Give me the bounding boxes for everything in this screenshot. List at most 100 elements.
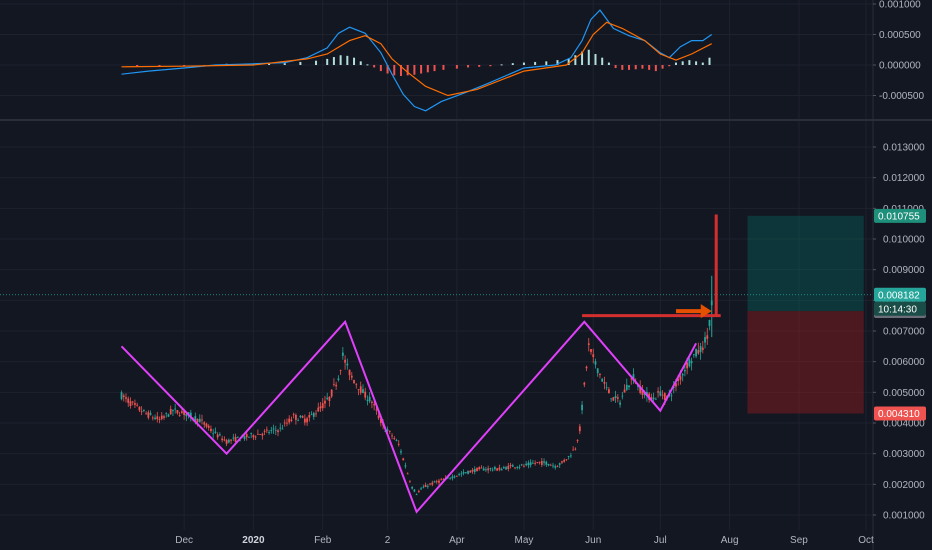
candle: [402, 457, 405, 461]
histogram-bar: [534, 61, 537, 65]
candle: [131, 400, 134, 406]
candle: [254, 435, 257, 440]
price-badge: 0.004310: [874, 406, 926, 421]
candle: [250, 432, 253, 439]
histogram-bar: [594, 54, 597, 65]
breakout-arrow[interactable]: [675, 304, 712, 319]
candle: [467, 470, 469, 475]
candle: [400, 448, 402, 455]
candle: [485, 467, 487, 472]
candle: [469, 470, 472, 473]
candle: [149, 410, 152, 416]
candle: [368, 392, 371, 404]
candle: [420, 486, 423, 490]
price-axis-label: 0.007000: [883, 327, 925, 338]
candle: [417, 489, 420, 493]
histogram-bar: [614, 65, 617, 69]
candle: [335, 381, 338, 390]
price-axis-label: 0.013000: [883, 143, 925, 154]
histogram-bar: [359, 61, 362, 65]
price-axis-label: 0.012000: [883, 173, 925, 184]
candle: [592, 348, 595, 364]
candle: [138, 406, 141, 412]
histogram-bar: [386, 65, 389, 74]
candle: [572, 446, 575, 451]
candle: [462, 469, 465, 476]
candle: [310, 411, 313, 416]
histogram-bar: [628, 65, 631, 70]
macd-price-axis[interactable]: 0.001000 0.000500 0.000000 -0.000500: [873, 0, 924, 102]
candle: [610, 398, 613, 403]
candle: [227, 438, 230, 444]
time-axis[interactable]: Dec 2020 Feb 2 Apr May Jun Jul Aug Sep Oct: [175, 535, 874, 546]
candle: [527, 460, 530, 469]
candle: [326, 392, 329, 401]
candle: [350, 372, 353, 381]
price-panel[interactable]: [0, 214, 873, 514]
candle: [523, 463, 525, 468]
histogram-bar: [641, 65, 644, 69]
candle: [657, 387, 659, 398]
candle: [176, 409, 179, 415]
candle: [496, 467, 499, 472]
candle: [172, 409, 174, 416]
countdown-label: 10:14:30: [878, 304, 917, 315]
candle: [487, 465, 490, 474]
candle: [214, 427, 217, 434]
histogram-bar: [681, 61, 684, 65]
candle: [701, 341, 704, 354]
candle: [489, 467, 492, 472]
candle: [525, 461, 528, 467]
price-axis-label: 0.005000: [883, 388, 925, 399]
histogram-bar: [399, 65, 402, 76]
candle: [628, 385, 630, 391]
candle: [225, 438, 228, 447]
candle: [455, 475, 458, 477]
histogram-bar: [701, 62, 704, 65]
long-position-tool: [747, 215, 864, 414]
candle: [520, 463, 523, 467]
candle: [616, 394, 619, 403]
candle: [440, 477, 443, 481]
macd-axis-label: 0.000500: [879, 30, 921, 41]
zigzag-pattern-line[interactable]: [120, 319, 697, 514]
candle: [540, 457, 543, 468]
candle: [603, 376, 606, 390]
stop-zone[interactable]: [747, 311, 864, 414]
candle: [205, 422, 208, 429]
candle: [442, 478, 445, 481]
histogram-bar: [442, 65, 445, 70]
candle: [534, 460, 537, 466]
macd-panel[interactable]: [121, 9, 713, 112]
candle: [413, 488, 416, 493]
candle: [641, 385, 644, 399]
candle: [127, 396, 130, 407]
candle: [163, 414, 165, 420]
candle: [590, 349, 592, 355]
candle: [315, 410, 317, 417]
candle: [659, 386, 662, 397]
histogram-bar: [581, 51, 584, 65]
candle: [174, 403, 177, 414]
countdown-badge: 10:14:30: [874, 301, 926, 316]
histogram-bar: [621, 65, 624, 70]
candle: [569, 452, 572, 459]
signal-line[interactable]: [121, 21, 712, 97]
candle: [699, 342, 702, 360]
candle: [654, 397, 657, 400]
candle: [366, 395, 369, 406]
candle: [151, 415, 154, 421]
target-zone[interactable]: [747, 215, 864, 312]
candle: [189, 409, 192, 422]
candle: [297, 418, 300, 422]
macd-axis-label: -0.000500: [879, 91, 924, 102]
candle: [547, 463, 550, 467]
candle: [248, 436, 250, 438]
candle: [538, 461, 541, 465]
candle: [426, 483, 429, 489]
candle: [431, 480, 434, 487]
candle: [612, 397, 615, 401]
candle: [556, 465, 559, 468]
candle: [473, 466, 476, 475]
